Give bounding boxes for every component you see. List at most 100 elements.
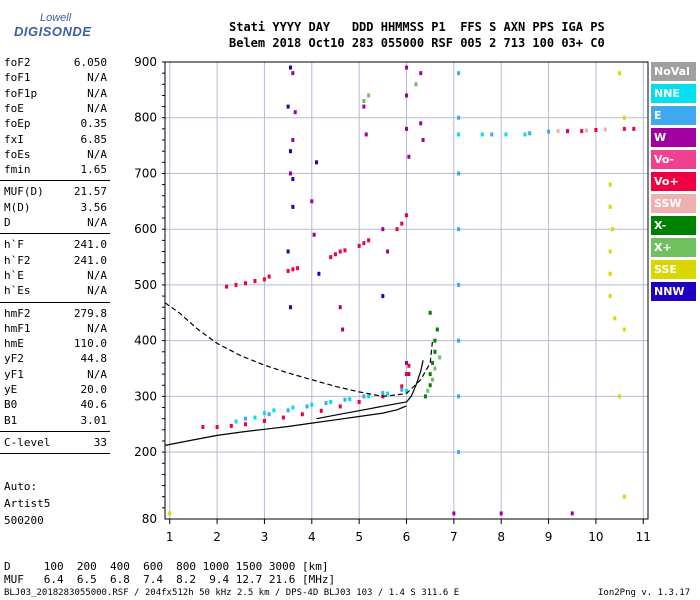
echo-point-w — [364, 132, 368, 137]
y-tick-label: 800 — [134, 111, 157, 125]
echo-point-x — [433, 366, 437, 371]
echo-point-vo — [267, 274, 271, 279]
y-tick-label: 600 — [134, 222, 157, 236]
echo-point-sse — [610, 227, 614, 232]
echo-point-e — [362, 394, 366, 399]
echo-point-vo — [262, 418, 266, 423]
param-value: 1.65 — [80, 163, 108, 177]
echo-point-vo — [319, 408, 323, 413]
param-label: hmE — [4, 337, 24, 351]
x-tick-label: 6 — [403, 530, 411, 544]
echo-point-x — [431, 377, 435, 382]
footer-file-info: BLJ03_2018283055000.RSF / 204fx512h 50 k… — [4, 588, 460, 598]
param-value: 241.0 — [73, 238, 107, 252]
echo-point-x — [362, 99, 366, 104]
echo-point-vo — [367, 238, 371, 243]
echo-point-nnw — [317, 271, 321, 276]
param-label: h`E — [4, 268, 24, 282]
echo-point-sse — [622, 327, 626, 332]
echo-point-vo — [215, 425, 219, 430]
echo-point-nnw — [315, 160, 319, 165]
trace-black-line — [316, 360, 424, 420]
echo-point-vo — [333, 252, 337, 257]
echo-point-nne — [291, 405, 295, 410]
param-label: foF2 — [4, 56, 31, 69]
param-label: D — [4, 216, 11, 229]
echo-point-nne — [329, 399, 333, 404]
param-value: N/A — [87, 216, 107, 229]
param-label: hmF2 — [4, 306, 31, 320]
x-tick-label: 7 — [450, 530, 458, 544]
echo-point-nne — [348, 397, 352, 402]
param-value: N/A — [87, 367, 107, 381]
param-label: h`F2 — [4, 253, 31, 267]
param-hes: h`Es N/A — [4, 284, 107, 299]
echo-point-nne — [253, 415, 257, 420]
echo-point-ssw — [603, 127, 607, 132]
param-label: foF1p — [4, 86, 38, 100]
param-label: MUF(D) — [4, 185, 44, 199]
x-tick-label: 1 — [166, 530, 174, 544]
echo-point-vo — [329, 255, 333, 260]
echo-point-vo — [225, 284, 229, 289]
echo-point-nne — [523, 132, 527, 137]
param-label: foEs — [4, 147, 31, 161]
param-foep: foEp 0.35 — [4, 117, 107, 132]
echo-point-nne — [234, 419, 238, 424]
echo-point-nne — [480, 132, 484, 137]
echo-point-nnw — [286, 249, 290, 254]
y-tick-label: 500 — [134, 278, 157, 292]
echo-point-vo — [362, 241, 366, 246]
echo-point-sse — [608, 182, 612, 187]
muf-row: MUF 6.4 6.5 6.8 7.4 8.2 9.4 12.7 21.6 [M… — [4, 573, 336, 586]
param-hmf1: hmF1 N/A — [4, 322, 107, 337]
echo-point-w — [405, 65, 408, 70]
param-he: h`E N/A — [4, 269, 107, 284]
legend-item-noval: NoVal — [651, 62, 696, 81]
echo-point-e — [381, 391, 385, 396]
param-value: N/A — [87, 268, 107, 282]
param-hmf2: hmF2 279.8 — [4, 307, 107, 322]
param-fof1: foF1 N/A — [4, 71, 107, 86]
param-value: 3.56 — [80, 200, 108, 214]
echo-point-e — [457, 450, 461, 455]
param-hme: hmE 110.0 — [4, 337, 107, 352]
extraordinary-dashed-line — [164, 302, 434, 398]
echo-point-nnw — [288, 305, 292, 310]
param-value: 33 — [93, 435, 107, 449]
y-tick-label: 200 — [134, 445, 157, 459]
param-value: N/A — [87, 101, 107, 115]
param-value: N/A — [87, 321, 107, 335]
param-value: N/A — [87, 71, 107, 85]
echo-point-vo — [291, 267, 295, 272]
echo-point-vo — [357, 399, 361, 404]
param-label: B0 — [4, 398, 18, 412]
echo-point-sse — [608, 271, 612, 276]
y-tick-label: 900 — [134, 55, 157, 69]
echo-point-nne — [367, 394, 371, 399]
echo-point-vo — [253, 279, 257, 284]
echo-point-vo — [338, 249, 342, 254]
echo-point-vo — [300, 412, 304, 417]
echo-point-sse — [622, 115, 626, 120]
echo-point-x — [428, 372, 432, 377]
param-value: N/A — [87, 86, 107, 100]
echo-point-sse — [613, 316, 617, 321]
param-value: 21.57 — [73, 185, 107, 199]
param-label: B1 — [4, 413, 18, 427]
echo-point-w — [419, 121, 423, 126]
param-hf2: h`F2 241.0 — [4, 254, 107, 269]
echo-point-x — [428, 310, 432, 315]
param-label: yF1 — [4, 367, 24, 381]
header-labels: Stati YYYY DAY DDD HHMMSS P1 FFS S AXN P… — [229, 20, 605, 34]
echo-point-w — [405, 126, 408, 131]
echo-point-e — [343, 397, 347, 402]
y-tick-label: 400 — [134, 334, 157, 348]
param-fof1p: foF1p N/A — [4, 87, 107, 102]
echo-point-vo — [201, 425, 205, 430]
echo-point-vo — [286, 268, 290, 273]
echo-point-x — [428, 383, 432, 388]
x-tick-label: 2 — [213, 530, 221, 544]
echo-point-sse — [608, 249, 612, 254]
param-value: N/A — [87, 147, 107, 161]
